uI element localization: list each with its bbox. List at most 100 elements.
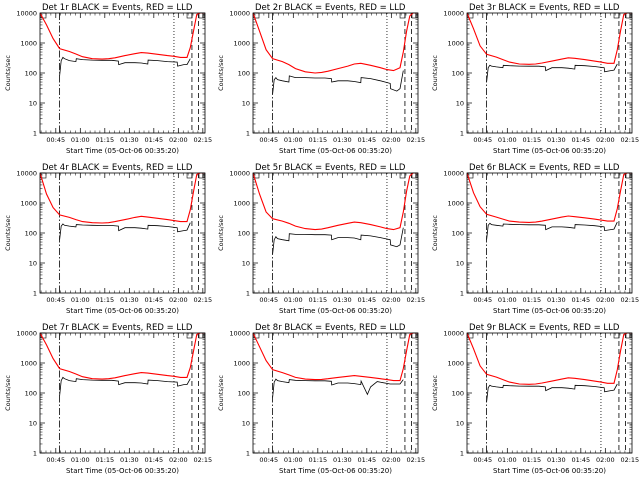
- y-tick-label: 1000: [20, 359, 37, 367]
- x-axis-label: Start Time (05-Oct-06 00:35:20): [493, 147, 606, 155]
- marker-box: [411, 332, 418, 339]
- panel: Det 8r BLACK = Events, RED = LLD Counts/s…: [217, 323, 425, 475]
- y-tick-label: 10: [456, 259, 464, 267]
- x-tick-label: 00:45: [46, 296, 65, 304]
- x-tick-label: 01:45: [357, 456, 376, 464]
- x-tick-label: 02:00: [382, 456, 401, 464]
- panel: Det 2r BLACK = Events, RED = LLD Counts/s…: [217, 3, 425, 155]
- x-tick-label: 02:00: [596, 136, 615, 144]
- marker-box: [613, 332, 620, 339]
- x-tick-label: 00:45: [473, 456, 492, 464]
- plot-frame: [39, 332, 206, 454]
- x-tick-label: 01:30: [120, 136, 139, 144]
- marker-box: [186, 12, 193, 19]
- y-tick-label: 10000: [443, 9, 464, 17]
- panel-title: Det 6r BLACK = Events, RED = LLD: [469, 163, 620, 173]
- x-axis-label: Start Time (05-Oct-06 00:35:20): [66, 147, 179, 155]
- lld-series-line: [40, 333, 205, 380]
- lld-series-line: [40, 13, 205, 60]
- lld-series-line: [253, 173, 418, 231]
- marker-box: [613, 172, 620, 179]
- x-tick-label: 01:45: [571, 456, 590, 464]
- y-tick-label: 100: [452, 389, 464, 397]
- y-tick-label: 1: [246, 289, 250, 297]
- y-tick-label: 1000: [233, 359, 250, 367]
- x-tick-label: 01:00: [71, 136, 90, 144]
- x-tick-label: 01:30: [333, 136, 352, 144]
- panel: Det 5r BLACK = Events, RED = LLD Counts/s…: [217, 163, 425, 315]
- panel: Det 9r BLACK = Events, RED = LLD Counts/s…: [431, 323, 639, 475]
- events-series-line: [486, 383, 618, 403]
- x-tick-label: 02:15: [406, 456, 425, 464]
- x-tick-label: 00:45: [46, 136, 65, 144]
- panel-title: Det 7r BLACK = Events, RED = LLD: [42, 323, 193, 333]
- x-tick-label: 01:00: [71, 296, 90, 304]
- panel: Det 6r BLACK = Events, RED = LLD Counts/s…: [431, 163, 639, 315]
- y-axis-label: Counts/sec: [217, 55, 225, 91]
- x-tick-label: 01:30: [547, 456, 566, 464]
- x-tick-label: 01:00: [498, 296, 517, 304]
- panel-title: Det 2r BLACK = Events, RED = LLD: [255, 3, 406, 13]
- x-tick-label: 01:00: [498, 456, 517, 464]
- x-tick-label: 01:00: [498, 136, 517, 144]
- panel-title: Det 8r BLACK = Events, RED = LLD: [255, 323, 406, 333]
- events-series-line: [59, 376, 191, 396]
- y-tick-label: 1: [460, 449, 464, 457]
- events-series-line: [59, 222, 191, 240]
- x-tick-label: 01:15: [308, 456, 327, 464]
- x-tick-label: 01:45: [357, 136, 376, 144]
- x-tick-label: 01:45: [144, 296, 163, 304]
- y-tick-label: 1: [460, 129, 464, 137]
- panel-title: Det 3r BLACK = Events, RED = LLD: [469, 3, 620, 13]
- panel-title: Det 5r BLACK = Events, RED = LLD: [255, 163, 406, 173]
- x-axis-label: Start Time (05-Oct-06 00:35:20): [66, 307, 179, 315]
- lld-series-line: [253, 333, 418, 382]
- x-tick-label: 01:45: [571, 136, 590, 144]
- x-tick-label: 02:15: [193, 136, 212, 144]
- plot-frame: [466, 332, 633, 454]
- y-tick-label: 10000: [16, 329, 37, 337]
- lld-series-line: [467, 13, 632, 65]
- marker-box: [625, 172, 632, 179]
- x-tick-label: 01:00: [284, 456, 303, 464]
- lld-series-line: [253, 13, 418, 74]
- y-tick-label: 10: [29, 99, 37, 107]
- x-axis-label: Start Time (05-Oct-06 00:35:20): [279, 147, 392, 155]
- panel: Det 4r BLACK = Events, RED = LLD Counts/s…: [4, 163, 212, 315]
- x-tick-label: 01:45: [357, 296, 376, 304]
- plot-frame: [252, 172, 419, 294]
- x-tick-label: 02:15: [406, 296, 425, 304]
- y-tick-label: 100: [238, 229, 250, 237]
- y-tick-label: 10: [29, 259, 37, 267]
- marker-box: [399, 172, 406, 179]
- events-series-line: [486, 221, 618, 240]
- panel-title: Det 1r BLACK = Events, RED = LLD: [42, 3, 193, 13]
- x-axis-label: Start Time (05-Oct-06 00:35:20): [279, 307, 392, 315]
- y-tick-label: 1: [460, 289, 464, 297]
- y-axis-label: Counts/sec: [217, 215, 225, 251]
- x-tick-label: 02:00: [596, 456, 615, 464]
- x-tick-label: 02:00: [169, 296, 188, 304]
- x-tick-label: 01:15: [308, 296, 327, 304]
- y-tick-label: 1000: [20, 199, 37, 207]
- y-tick-label: 1000: [447, 359, 464, 367]
- x-axis-label: Start Time (05-Oct-06 00:35:20): [493, 307, 606, 315]
- events-series-line: [272, 227, 404, 255]
- y-axis-label: Counts/sec: [431, 55, 439, 91]
- y-tick-label: 100: [25, 69, 37, 77]
- x-tick-label: 02:15: [406, 136, 425, 144]
- x-tick-label: 01:00: [284, 136, 303, 144]
- y-axis-label: Counts/sec: [4, 215, 12, 251]
- marker-box: [625, 12, 632, 19]
- x-tick-label: 02:15: [193, 456, 212, 464]
- x-tick-label: 01:45: [144, 456, 163, 464]
- panel: Det 3r BLACK = Events, RED = LLD Counts/s…: [431, 3, 639, 155]
- y-tick-label: 10: [456, 419, 464, 427]
- lld-series-line: [467, 173, 632, 223]
- x-tick-label: 02:00: [382, 296, 401, 304]
- x-tick-label: 02:15: [193, 296, 212, 304]
- x-tick-label: 01:15: [308, 136, 327, 144]
- marker-box: [186, 332, 193, 339]
- x-tick-label: 01:30: [120, 456, 139, 464]
